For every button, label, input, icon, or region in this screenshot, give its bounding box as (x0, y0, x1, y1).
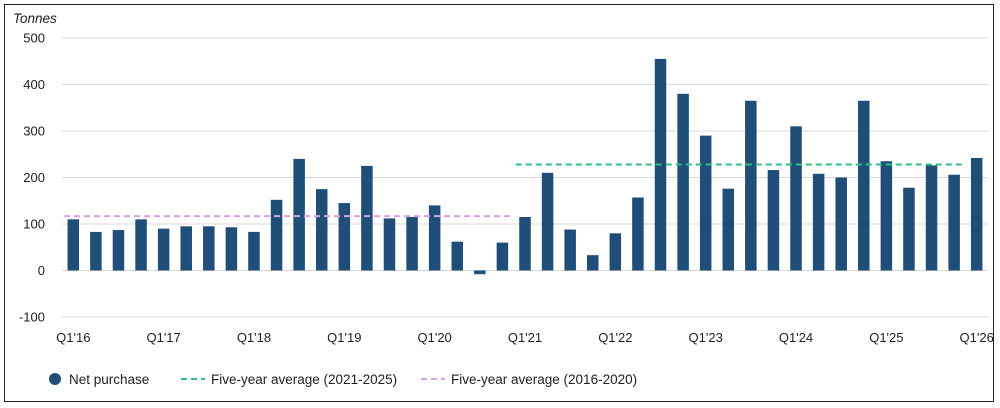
bar (858, 100, 870, 271)
bar (338, 203, 351, 271)
x-tick-label: Q1'17 (146, 330, 180, 345)
bar (541, 172, 554, 271)
x-tick-label: Q1'26 (960, 330, 994, 345)
bar (293, 158, 305, 271)
y-tick-label: 500 (23, 31, 45, 46)
bar (790, 126, 802, 271)
y-tick-label: -100 (19, 310, 45, 325)
bar (180, 226, 192, 271)
bar (925, 165, 938, 271)
bar (970, 157, 983, 271)
x-tick-label: Q1'18 (237, 330, 271, 345)
x-tick-label: Q1'19 (327, 330, 361, 345)
chart-frame: Tonnes 500 400 300 200 100 0 -100 Q1'16 Q1'17 Q1… (4, 4, 994, 402)
bar (835, 177, 847, 271)
bar (948, 174, 960, 271)
legend-marker-net-purchase (49, 373, 61, 385)
bar (315, 189, 328, 271)
x-axis-ticks: Q1'16 Q1'17 Q1'18 Q1'19 Q1'20 Q1'21 Q1'22 Q1'23… (56, 330, 994, 345)
legend-label-avg-2016-2020: Five-year average (2016-2020) (451, 372, 637, 387)
bar (519, 217, 531, 271)
x-tick-label: Q1'20 (418, 330, 452, 345)
bar (157, 228, 170, 271)
bar (677, 93, 689, 271)
bar (112, 230, 125, 271)
bar (903, 187, 915, 271)
bar (90, 231, 102, 271)
bar (383, 218, 396, 271)
gridlines (62, 37, 988, 318)
bar (564, 229, 576, 271)
legend-label-avg-2021-2025: Five-year average (2021-2025) (211, 372, 397, 387)
bar (609, 233, 622, 271)
bar (248, 231, 260, 271)
bar-series-net-purchase (67, 58, 983, 275)
bar (767, 170, 780, 271)
bar (496, 242, 509, 271)
bar (135, 219, 147, 271)
bar (361, 165, 373, 271)
bar (474, 270, 486, 275)
bar (270, 199, 283, 271)
x-tick-label: Q1'22 (598, 330, 632, 345)
y-axis-ticks: 500 400 300 200 100 0 -100 (19, 31, 45, 325)
x-tick-label: Q1'24 (779, 330, 813, 345)
bar (67, 219, 80, 271)
x-tick-label: Q1'21 (508, 330, 542, 345)
y-tick-label: 400 (23, 77, 45, 92)
bar (745, 100, 757, 271)
x-tick-label: Q1'16 (56, 330, 90, 345)
y-tick-label: 300 (23, 124, 45, 139)
bar (203, 226, 215, 271)
legend: Net purchase Five-year average (2021-202… (49, 372, 637, 387)
bar (699, 135, 712, 271)
y-axis-title: Tonnes (13, 11, 57, 26)
bar (428, 205, 441, 271)
bar (225, 227, 238, 271)
bar (406, 217, 418, 271)
y-tick-label: 100 (23, 217, 45, 232)
y-tick-label: 200 (23, 170, 45, 185)
bar (632, 197, 644, 271)
y-tick-label: 0 (38, 263, 45, 278)
bar (451, 241, 463, 271)
reference-lines (64, 163, 964, 218)
x-tick-label: Q1'25 (869, 330, 903, 345)
bar (722, 188, 735, 271)
bar (880, 161, 893, 271)
bar (587, 255, 599, 271)
x-tick-label: Q1'23 (689, 330, 723, 345)
legend-label-net-purchase: Net purchase (69, 372, 149, 387)
bar (812, 173, 825, 271)
